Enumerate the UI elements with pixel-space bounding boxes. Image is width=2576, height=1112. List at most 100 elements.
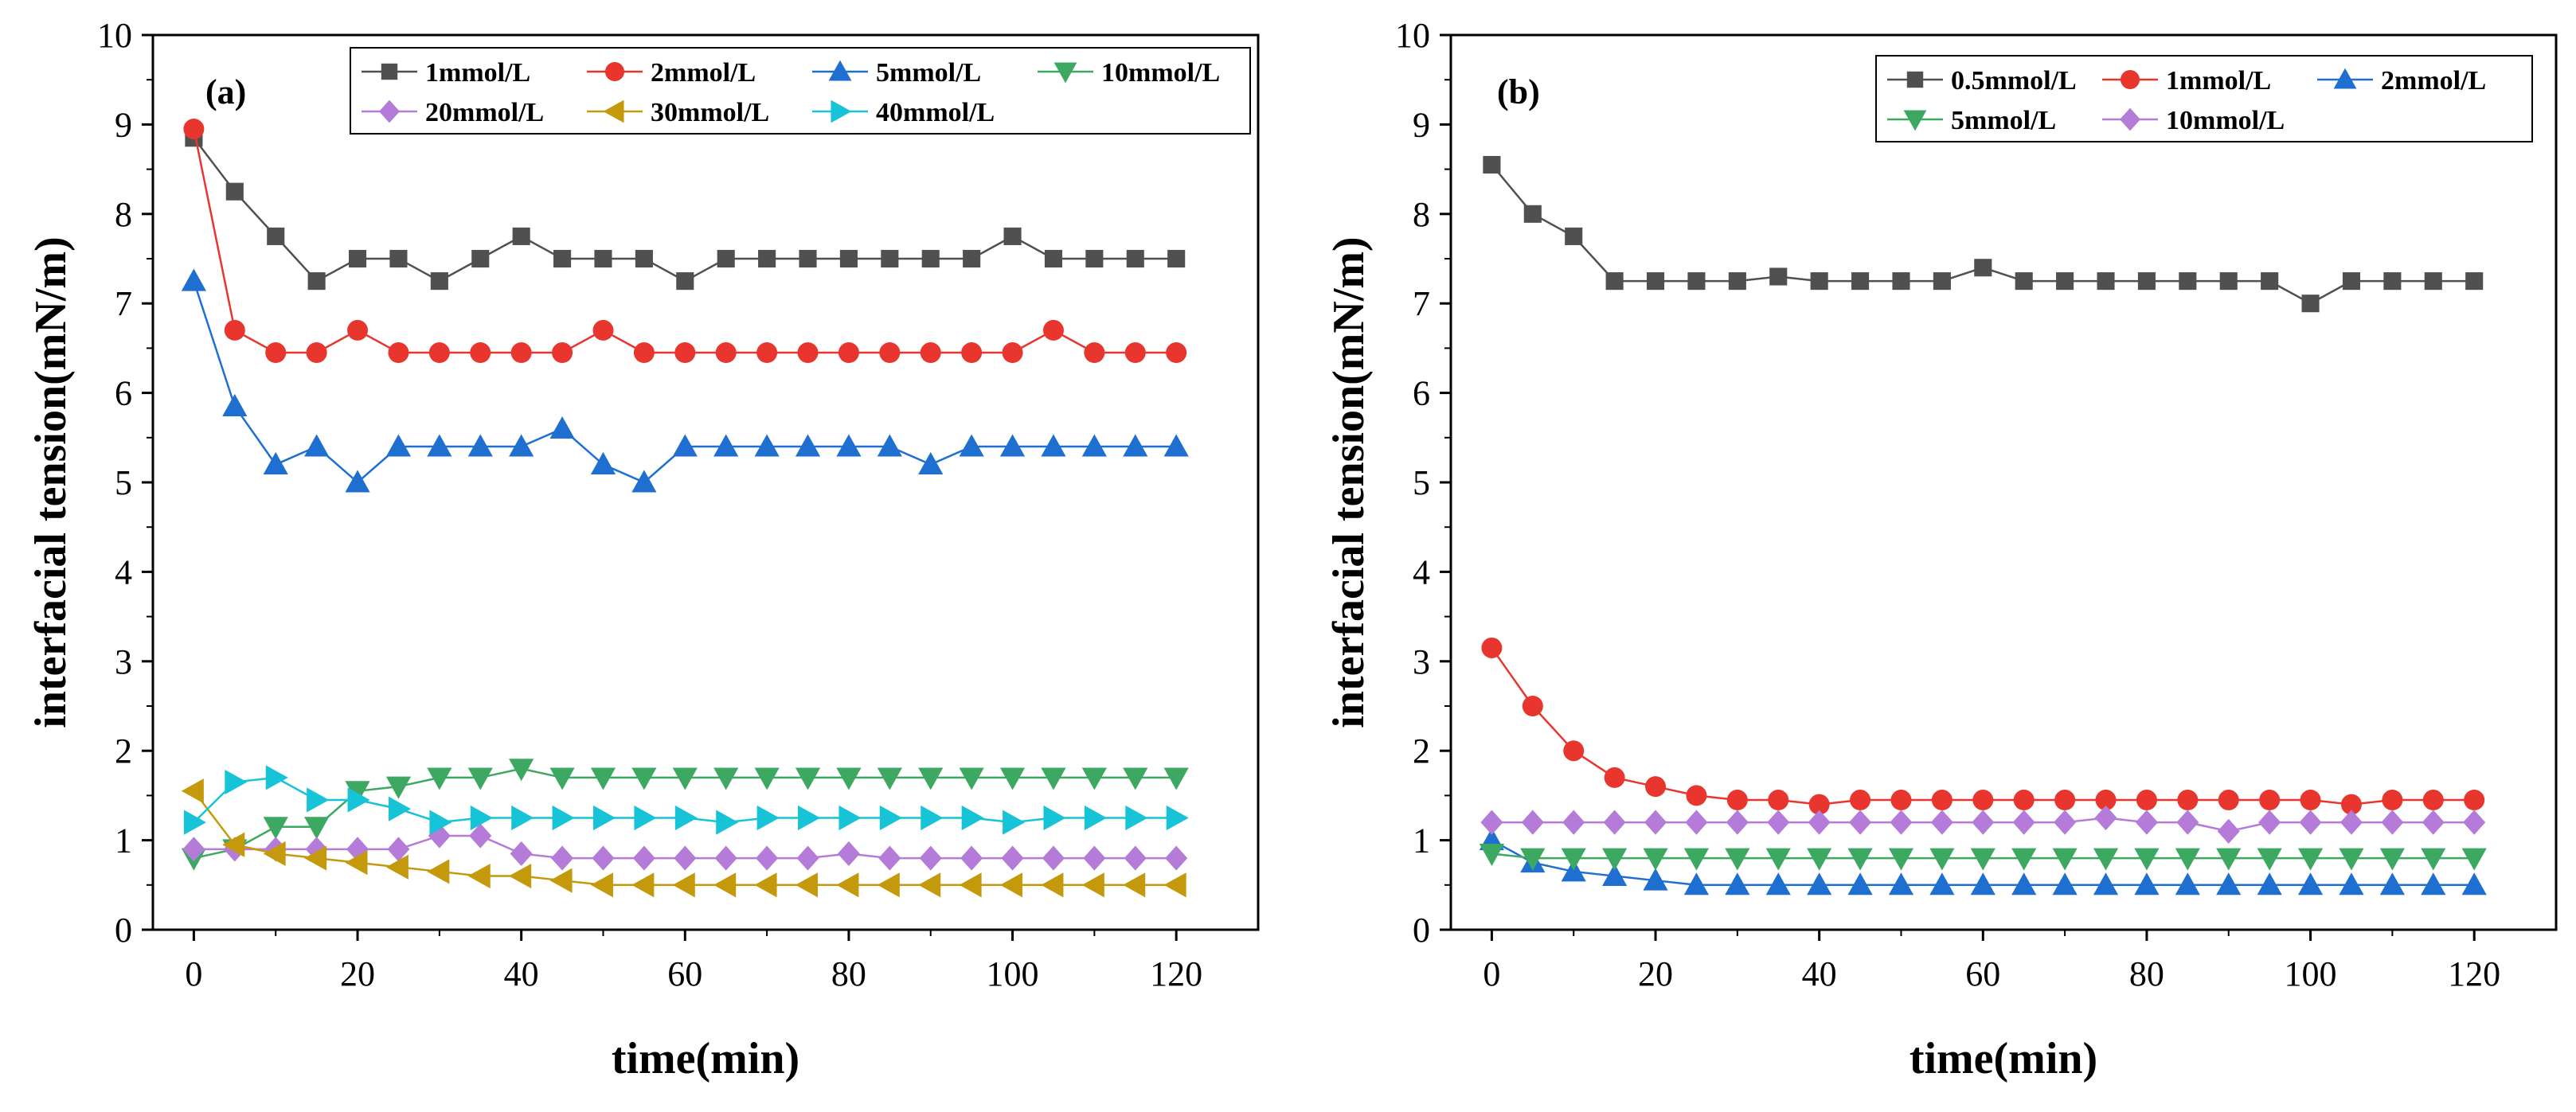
data-point [1726, 790, 1748, 811]
x-axis-title-b: time(min) [1910, 1034, 2097, 1083]
data-point [2297, 872, 2324, 895]
data-point [1479, 843, 1505, 867]
legend-label: 5mmol/L [1951, 106, 2056, 135]
data-point [1084, 805, 1107, 831]
data-point [222, 393, 248, 416]
data-point [2136, 790, 2157, 811]
y-tick-label: 5 [1413, 463, 1430, 502]
data-point [2421, 872, 2446, 895]
data-point [2261, 272, 2279, 291]
data-point [959, 872, 982, 898]
data-point [877, 434, 902, 457]
legend-label: 1mmol/L [425, 58, 530, 88]
data-point [1042, 845, 1065, 871]
legend-marker [379, 99, 400, 123]
data-point [795, 434, 821, 457]
legend-marker [831, 99, 852, 123]
data-point [1163, 872, 1186, 898]
data-point [1165, 845, 1188, 871]
data-point [837, 841, 860, 867]
y-tick-label: 3 [1413, 642, 1430, 681]
data-point [713, 872, 737, 898]
data-point [881, 249, 899, 268]
legend-item: 1mmol/L [362, 58, 530, 88]
data-point [960, 845, 983, 871]
data-point [2095, 790, 2117, 811]
legend-box [350, 47, 1251, 135]
data-point [2093, 848, 2119, 871]
data-point [594, 249, 612, 268]
data-point [839, 249, 858, 268]
data-point [2339, 872, 2364, 895]
data-point [2259, 790, 2281, 811]
data-point [1683, 872, 1710, 895]
data-point [714, 845, 737, 871]
data-point [1808, 810, 1831, 835]
data-point [590, 767, 616, 790]
legend-marker [1906, 71, 1924, 88]
data-point [1643, 848, 1668, 871]
data-point [1807, 848, 1832, 871]
y-tick-label: 9 [1413, 105, 1430, 144]
data-point [2013, 790, 2035, 811]
series-line [193, 128, 1177, 354]
data-point [1520, 848, 1546, 871]
x-tick-label: 120 [2448, 954, 2500, 993]
data-point [553, 249, 572, 268]
legend-marker [381, 63, 398, 80]
data-point [918, 451, 944, 474]
data-point [1687, 272, 1706, 291]
data-point [267, 227, 285, 245]
data-point [428, 823, 451, 849]
legend-item: 2mmol/L [587, 58, 756, 88]
data-point [1001, 845, 1024, 871]
legend-label: 0.5mmol/L [1951, 66, 2077, 96]
data-point [467, 767, 493, 790]
data-point [389, 249, 408, 268]
data-point [307, 787, 330, 813]
data-point [265, 765, 288, 790]
data-point [961, 342, 983, 364]
data-point [1123, 767, 1148, 790]
data-point [799, 249, 817, 268]
data-point [795, 767, 821, 790]
data-point [428, 342, 450, 364]
data-point [2464, 790, 2485, 811]
data-point [590, 451, 616, 474]
data-point [756, 342, 778, 364]
y-tick-label: 3 [115, 642, 132, 681]
data-point [551, 845, 574, 871]
data-point [1765, 848, 1791, 871]
data-point [2465, 272, 2484, 291]
data-point [2093, 872, 2119, 895]
data-point [2134, 872, 2160, 895]
data-point [1970, 872, 1996, 895]
data-point [467, 434, 493, 457]
data-point [511, 805, 534, 831]
data-point [1933, 272, 1951, 291]
series-40mmol/L [183, 765, 1189, 835]
data-point [1765, 872, 1791, 895]
data-point [999, 767, 1026, 790]
data-point [632, 845, 655, 871]
data-point [2216, 848, 2242, 871]
data-point [674, 342, 696, 364]
data-point [2216, 872, 2242, 895]
y-tick-label: 10 [1395, 16, 1430, 55]
data-point [672, 434, 698, 457]
data-point [592, 845, 615, 871]
data-point [509, 863, 532, 889]
legend: 1mmol/L 2mmol/L 5mmol/L 10mmol/L 20mmol/L 30m… [350, 47, 1251, 135]
data-point [1163, 767, 1189, 790]
data-point [2137, 272, 2156, 291]
data-point [1605, 272, 1624, 291]
series-10mmol/L [1480, 805, 2486, 844]
data-point [1726, 810, 1749, 835]
data-point [510, 841, 533, 867]
data-point [713, 434, 739, 457]
data-point [1125, 805, 1148, 831]
data-point [717, 249, 735, 268]
data-point [1124, 342, 1146, 364]
